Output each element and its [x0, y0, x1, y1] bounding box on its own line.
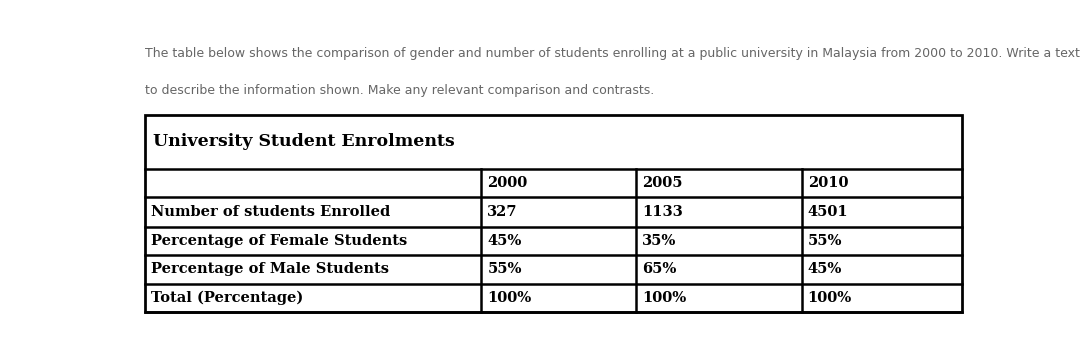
Text: University Student Enrolments: University Student Enrolments — [153, 133, 455, 150]
Text: 55%: 55% — [487, 262, 522, 276]
Text: The table below shows the comparison of gender and number of students enrolling : The table below shows the comparison of … — [145, 47, 1080, 60]
Text: 100%: 100% — [487, 291, 531, 305]
Text: 4501: 4501 — [808, 205, 848, 219]
Text: to describe the information shown. Make any relevant comparison and contrasts.: to describe the information shown. Make … — [145, 84, 654, 97]
Text: 1133: 1133 — [643, 205, 683, 219]
Text: 45%: 45% — [808, 262, 842, 276]
Text: 2010: 2010 — [808, 176, 848, 190]
Text: 100%: 100% — [808, 291, 852, 305]
Text: 2000: 2000 — [487, 176, 527, 190]
Text: 55%: 55% — [808, 234, 842, 248]
Text: 45%: 45% — [487, 234, 522, 248]
Text: 35%: 35% — [643, 234, 676, 248]
Text: Number of students Enrolled: Number of students Enrolled — [151, 205, 390, 219]
Text: Percentage of Female Students: Percentage of Female Students — [151, 234, 407, 248]
Text: 100%: 100% — [643, 291, 687, 305]
Text: Total (Percentage): Total (Percentage) — [151, 290, 303, 305]
Text: 327: 327 — [487, 205, 517, 219]
Text: Percentage of Male Students: Percentage of Male Students — [151, 262, 389, 276]
Bar — [145, 115, 962, 312]
Text: 65%: 65% — [643, 262, 676, 276]
Text: 2005: 2005 — [643, 176, 683, 190]
